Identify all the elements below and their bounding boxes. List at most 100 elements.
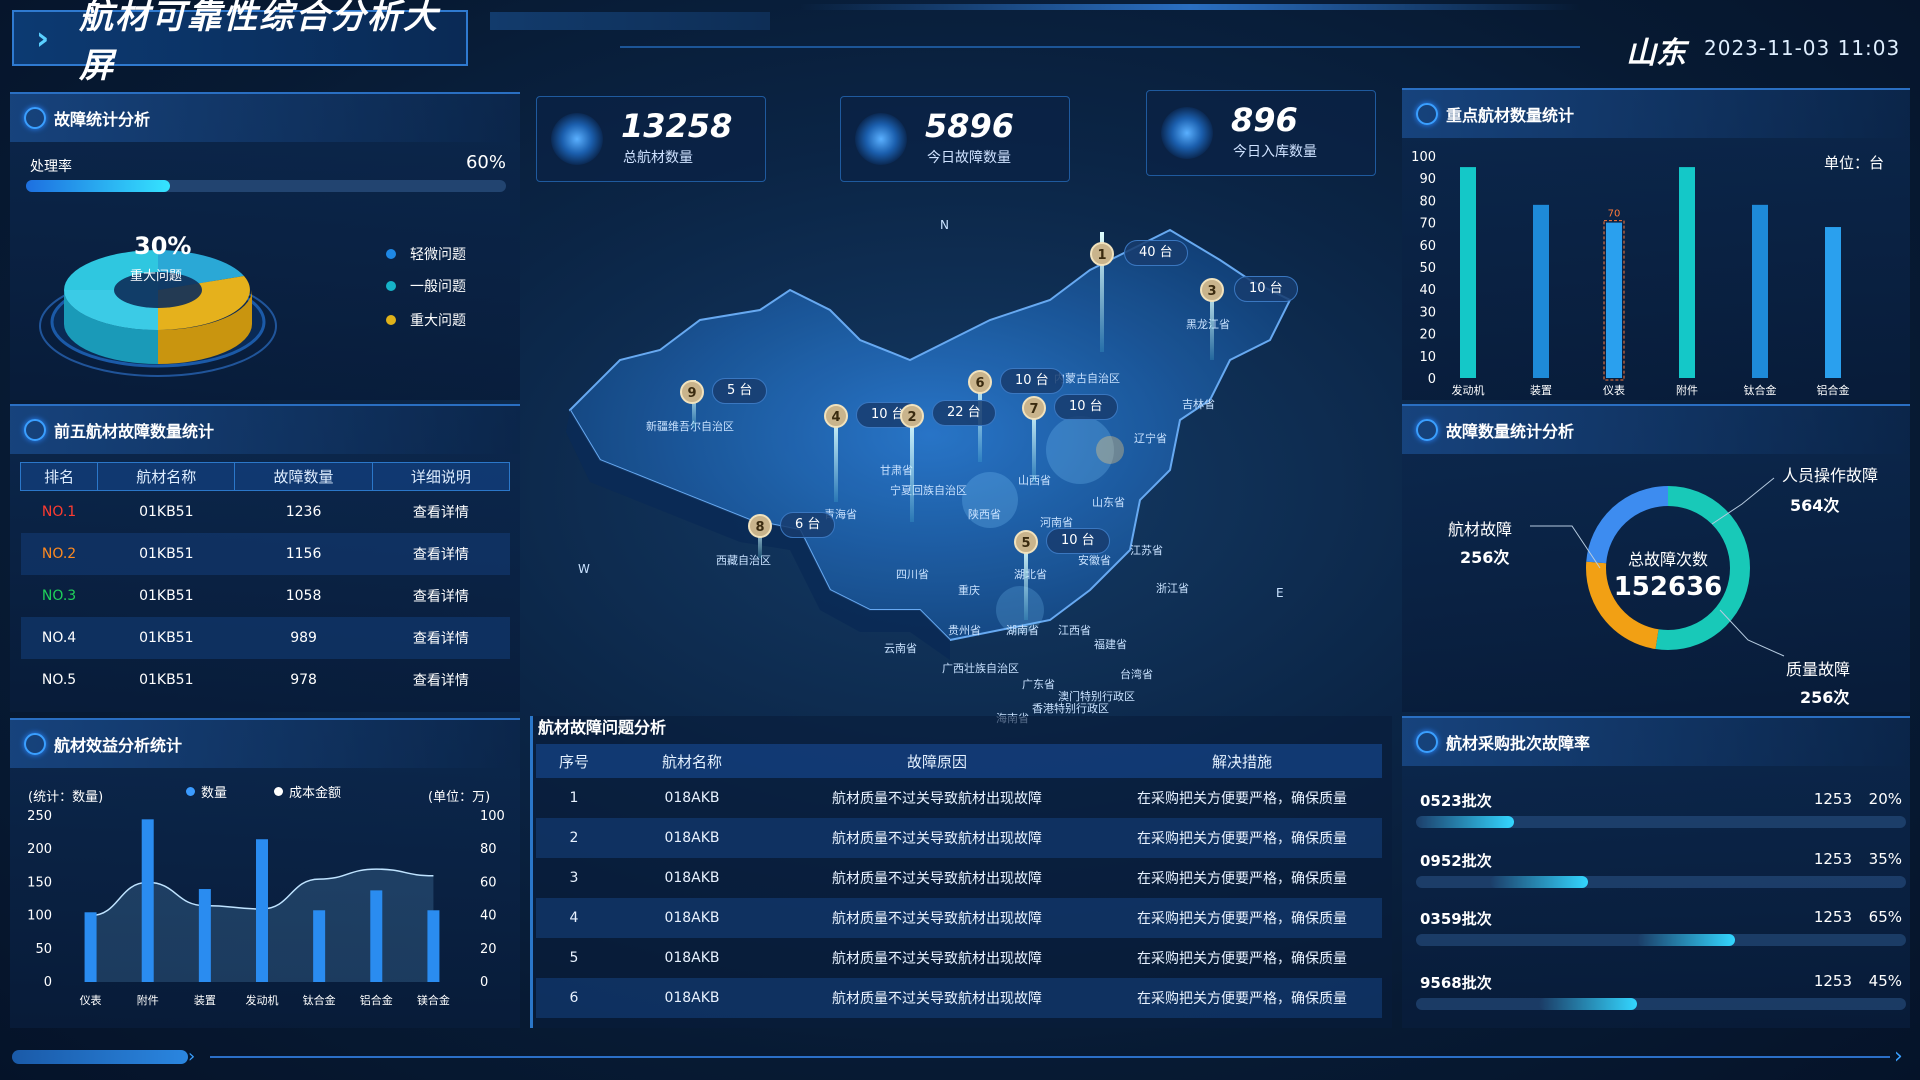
pie-3d-chart: 30% 重大问题 bbox=[39, 232, 277, 377]
rate-fill bbox=[26, 180, 170, 192]
map-pin-number[interactable]: 9 bbox=[680, 380, 704, 404]
map-pin-number[interactable]: 5 bbox=[1014, 530, 1038, 554]
bar[interactable] bbox=[1606, 222, 1622, 378]
pie-slice-side bbox=[64, 290, 158, 364]
compass-east: E bbox=[1276, 586, 1284, 600]
batch-name: 0359批次 bbox=[1420, 910, 1492, 928]
province-label: 黑龙江省 bbox=[1186, 318, 1230, 331]
batch-value: 1253 bbox=[1813, 908, 1852, 926]
province-label: 福建省 bbox=[1094, 638, 1127, 651]
province-label: 云南省 bbox=[884, 642, 917, 655]
map-pin-number[interactable]: 2 bbox=[900, 404, 924, 428]
bar[interactable] bbox=[198, 889, 211, 982]
cause-cell: 航材质量不过关导致航材出现故障 bbox=[772, 898, 1102, 938]
bar[interactable] bbox=[370, 890, 383, 982]
donut-leader-line bbox=[1719, 609, 1785, 657]
map-pin-tag[interactable]: 5 台 bbox=[712, 378, 768, 404]
batch-row: 0359批次 1253 65% bbox=[1416, 908, 1906, 948]
map-pin-tag[interactable]: 40 台 bbox=[1124, 240, 1188, 266]
bar[interactable] bbox=[427, 910, 440, 982]
chevron-right-icon: › bbox=[1894, 1044, 1903, 1069]
page-title: 航材可靠性综合分析大屏 bbox=[79, 0, 440, 86]
batch-value: 1253 bbox=[1813, 972, 1852, 990]
key-materials-chart: 0 10 20 30 40 50 60 70 80 90 100 发动机 装置 70 仪表 附件 钛合金 铝合金 bbox=[1411, 150, 1849, 397]
cause-cell: 航材质量不过关导致航材出现故障 bbox=[832, 871, 1042, 887]
y-tick-label-right: 40 bbox=[480, 909, 497, 924]
bar[interactable] bbox=[1533, 204, 1549, 378]
x-tick-label: 铝合金 bbox=[360, 993, 393, 1007]
map-pin-tag[interactable]: 10 台 bbox=[1046, 528, 1110, 554]
header-decoration bbox=[800, 4, 1580, 10]
table-row: 1 018AKB 航材质量不过关导致航材出现故障 在采购把关方便要严格，确保质量 bbox=[536, 778, 1382, 818]
map-pin-tag[interactable]: 22 台 bbox=[932, 400, 996, 426]
map-pin-number[interactable]: 3 bbox=[1200, 278, 1224, 302]
batch-name: 0523批次 bbox=[1420, 792, 1492, 810]
map-pin-number[interactable]: 1 bbox=[1090, 242, 1114, 266]
bar[interactable] bbox=[1460, 167, 1476, 378]
map-pin-number[interactable]: 7 bbox=[1022, 396, 1046, 420]
bar[interactable] bbox=[313, 910, 326, 982]
batch-percent: 45% bbox=[1868, 972, 1902, 990]
y-tick-label: 100 bbox=[1411, 150, 1436, 165]
bar[interactable] bbox=[1825, 227, 1841, 378]
legend-item: 轻微问题 bbox=[386, 244, 466, 264]
bar[interactable] bbox=[141, 819, 154, 982]
province-label: 广西壮族自治区 bbox=[942, 662, 1019, 675]
map-pin-tag[interactable]: 6 台 bbox=[780, 512, 836, 538]
view-detail-link[interactable]: 查看详情 bbox=[412, 672, 469, 689]
bar[interactable] bbox=[84, 912, 97, 982]
rank-cell: NO.5 bbox=[41, 671, 77, 688]
bar[interactable] bbox=[1752, 204, 1768, 378]
view-detail-link[interactable]: 查看详情 bbox=[372, 532, 510, 575]
fault-stats-panel: 故障统计分析 处理率 60% 30% 重大问题 轻微问题 一般问题 重大问题 bbox=[10, 92, 520, 400]
province-label: 内蒙古自治区 bbox=[1054, 372, 1120, 385]
view-detail-link[interactable]: 查看详情 bbox=[372, 616, 510, 659]
column-header: 航材名称 bbox=[97, 462, 236, 491]
pin-stem bbox=[1032, 402, 1036, 482]
fix-cell: 在采购把关方便要严格，确保质量 bbox=[1102, 978, 1382, 1018]
view-detail-link[interactable]: 查看详情 bbox=[412, 588, 469, 605]
province-label: 吉林省 bbox=[1182, 398, 1215, 411]
fix-cell: 在采购把关方便要严格，确保质量 bbox=[1137, 871, 1347, 887]
y-tick-label-left: 150 bbox=[27, 875, 52, 890]
bar[interactable] bbox=[1679, 167, 1695, 378]
name-cell: 01KB51 bbox=[97, 532, 235, 575]
footer-pill bbox=[12, 1050, 188, 1064]
province-label: 贵州省 bbox=[948, 624, 981, 637]
pin-stem bbox=[834, 412, 838, 502]
province-label: 新疆维吾尔自治区 bbox=[646, 420, 734, 433]
name-cell: 018AKB bbox=[612, 978, 772, 1018]
province-label: 安徽省 bbox=[1078, 554, 1111, 567]
stat-label: 今日故障数量 bbox=[927, 150, 1011, 166]
map-pin-tag[interactable]: 10 台 bbox=[1234, 276, 1298, 302]
y-tick-label-right: 60 bbox=[480, 875, 497, 890]
panel-title: 故障数量统计分析 bbox=[1446, 422, 1575, 441]
count-cell: 1236 bbox=[285, 503, 322, 520]
province-label: 湖北省 bbox=[1014, 568, 1047, 581]
name-cell: 01KB51 bbox=[139, 671, 194, 688]
fault-count-panel: 故障数量统计分析 bbox=[1402, 404, 1910, 712]
no-cell: 3 bbox=[569, 870, 579, 886]
count-cell: 978 bbox=[290, 671, 317, 688]
map-pin-number[interactable]: 6 bbox=[968, 370, 992, 394]
map-pin-number[interactable]: 8 bbox=[748, 514, 772, 538]
unit-label: 单位：台 bbox=[1823, 154, 1884, 172]
panel-title: 故障统计分析 bbox=[54, 110, 151, 129]
china-outline bbox=[568, 228, 1292, 642]
legend-dot bbox=[274, 787, 283, 796]
donut-slice[interactable] bbox=[1586, 486, 1750, 650]
province-label: 江苏省 bbox=[1130, 544, 1163, 557]
view-detail-link[interactable]: 查看详情 bbox=[412, 504, 469, 521]
count-cell: 1156 bbox=[234, 532, 373, 575]
china-map[interactable]: N W E 新疆维吾尔自治区 西藏自治区 青海省 甘肃省 宁夏回族自治区 内蒙古… bbox=[530, 170, 1400, 730]
panel-title: 重点航材数量统计 bbox=[1446, 106, 1575, 125]
column-header: 故障原因 bbox=[772, 744, 1102, 778]
donut-slice[interactable] bbox=[1586, 486, 1750, 650]
map-pin-tag[interactable]: 10 台 bbox=[1000, 368, 1064, 394]
donut-label-value: 256次 bbox=[1800, 688, 1850, 707]
province-label: 澳门特别行政区 bbox=[1058, 690, 1135, 703]
province-label: 台湾省 bbox=[1120, 668, 1153, 681]
bar[interactable] bbox=[256, 839, 268, 982]
map-pin-number[interactable]: 4 bbox=[824, 404, 848, 428]
map-pin-tag[interactable]: 10 台 bbox=[1054, 394, 1118, 420]
